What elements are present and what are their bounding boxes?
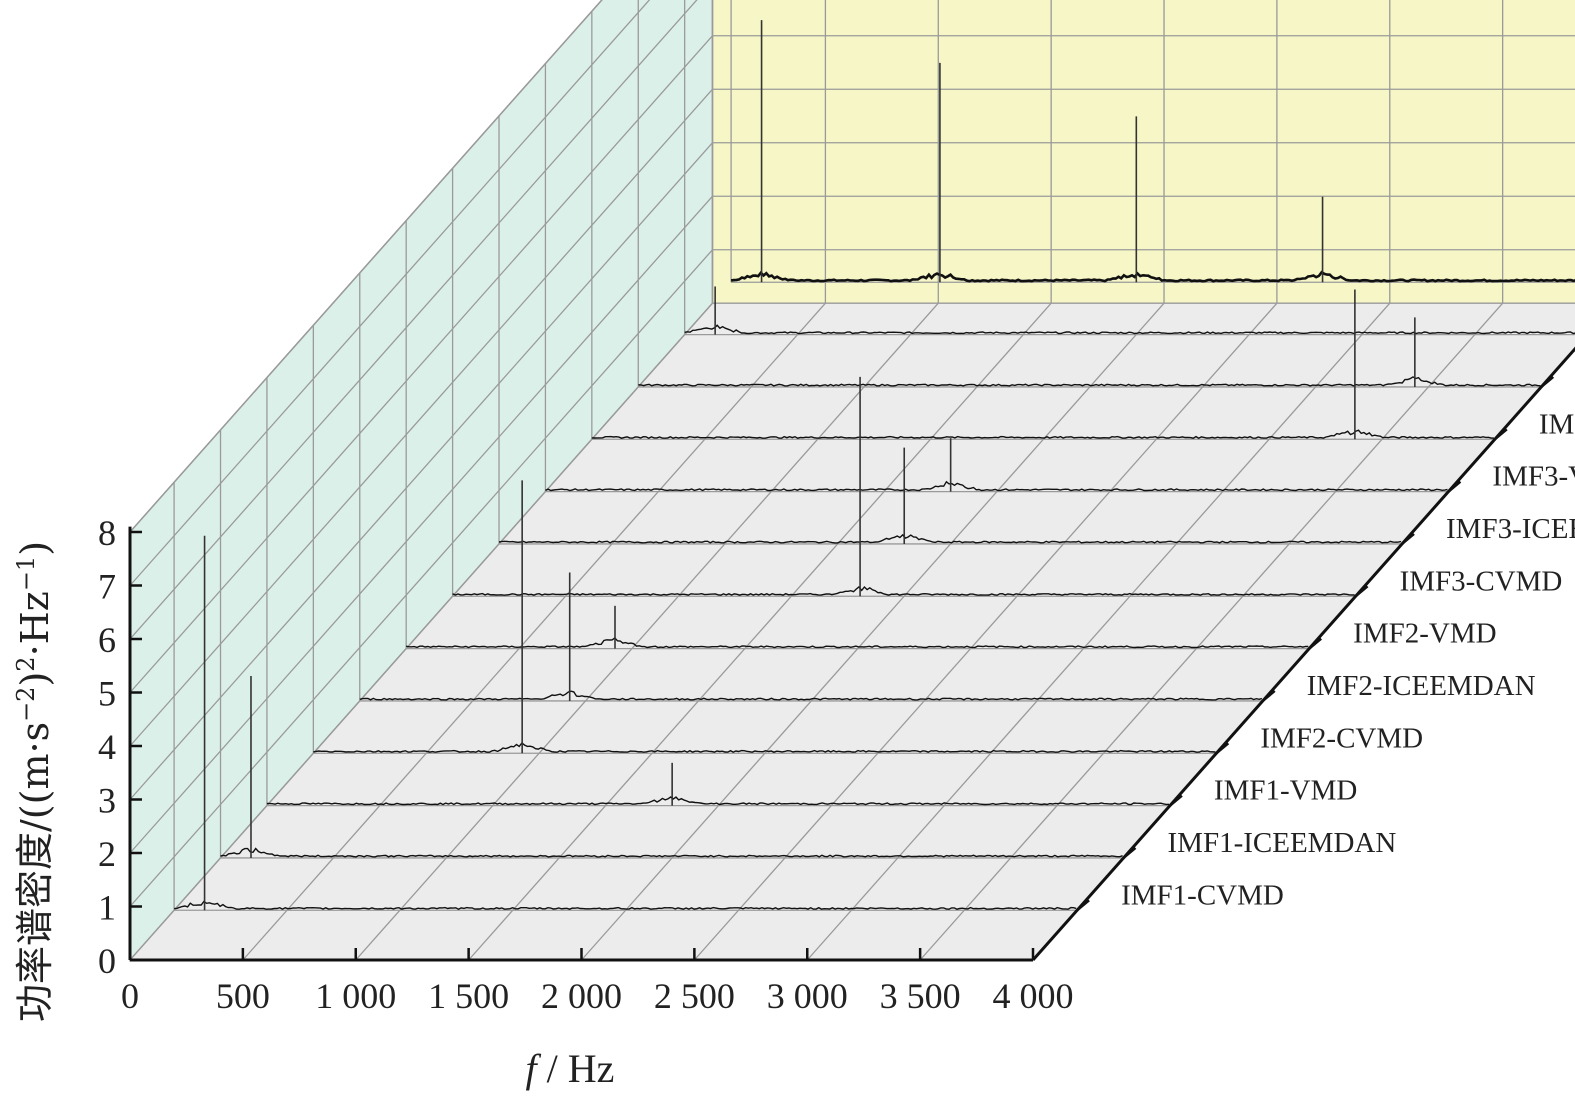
series-baseline: [174, 900, 1077, 910]
y-tick-label: 7: [98, 567, 116, 607]
grid-side-y-line: [129, 0, 603, 533]
series-trace: [498, 447, 1402, 544]
grid-floor-x-line: [806, 302, 1391, 961]
depth-tick-mark: [1401, 532, 1415, 545]
grid-floor-x-line: [581, 302, 1165, 961]
depth-tick-mark: [1215, 742, 1230, 755]
y-tick-labels: 0 1 2 3 4 5 6 7 8: [98, 513, 116, 981]
grid-side-y-line: [129, 88, 714, 747]
grid-floor-x-line: [468, 302, 1052, 961]
series-baseline: [730, 270, 1575, 283]
series-baseline: [684, 324, 1575, 335]
grid-floor-x-line: [355, 302, 939, 961]
depth-tick-mark: [1494, 428, 1508, 441]
grid-side-y-line: [129, 249, 714, 907]
depth-tick-mark: [1308, 637, 1322, 650]
x-tick-label: 1 500: [428, 976, 509, 1016]
depth-tick-mark: [1169, 794, 1183, 807]
grid-side-y-line: [129, 302, 714, 961]
grid-side-y-line: [129, 195, 714, 854]
series-label: IMF3-CVMD: [1400, 565, 1563, 597]
grid-floor-x-line: [693, 302, 1278, 961]
x-tick-label: 500: [216, 976, 270, 1016]
y-tick-label: 0: [98, 941, 116, 981]
grid-lines: [129, 0, 1575, 961]
series-traces: [174, 20, 1575, 911]
series-trace: [684, 286, 1575, 335]
y-tick-label: 6: [98, 620, 116, 660]
y-axis-title: 功率谱密度/((m·s−2)2·Hz−1): [12, 541, 57, 1022]
x-tick-label: 1 000: [315, 976, 396, 1016]
series-trace: [313, 480, 1216, 754]
x-tick-label: 4 000: [993, 976, 1074, 1016]
depth-tick-mark: [1261, 689, 1276, 702]
series-label: IMF2-CVMD: [1260, 722, 1423, 754]
axes: [128, 346, 1575, 962]
depth-axis-line: [1031, 346, 1575, 961]
y-tick-label: 3: [98, 781, 116, 821]
depth-tick-mark: [1076, 899, 1090, 912]
series-baseline: [591, 429, 1494, 439]
grid-floor-x-line: [242, 302, 826, 961]
series-trace: [406, 605, 1309, 649]
y-tick-label: 5: [98, 674, 116, 714]
series-trace: [359, 572, 1263, 701]
x-tick-label: 0: [121, 976, 139, 1016]
series-labels: IMF1-CVMD IMF1-ICEEMDAN IMF1-VMD IMF2-CVMD I…: [1121, 408, 1575, 911]
grid-side-y-line: [129, 142, 714, 800]
grid-side-y-line: [129, 35, 714, 693]
y-tick-label: 4: [98, 727, 116, 767]
series-label: IMF4-CVMD: [1539, 408, 1575, 440]
depth-tick-mark: [1354, 585, 1369, 598]
series-trace: [591, 289, 1494, 440]
y-tick-label: 8: [98, 513, 116, 553]
series-label: IMF1-CVMD: [1121, 879, 1284, 911]
series-trace: [730, 20, 1575, 283]
series-trace: [638, 317, 1541, 387]
x-tick-label: 2 000: [541, 976, 622, 1016]
depth-tick-mark: [1540, 375, 1555, 388]
y-tick-label: 2: [98, 834, 116, 874]
x-tick-label: 3 000: [767, 976, 848, 1016]
grid-side-y-line: [129, 0, 651, 586]
series-trace: [452, 376, 1355, 597]
y-tick-label: 1: [98, 888, 116, 928]
back-wall: [711, 0, 1575, 304]
x-tick-label: 2 500: [654, 976, 735, 1016]
series-baseline: [266, 796, 1170, 806]
series-trace: [174, 535, 1077, 911]
series-trace: [266, 762, 1170, 806]
series-label: IMF1-VMD: [1214, 775, 1357, 807]
series-trace: [220, 676, 1123, 858]
series-label: IMF2-VMD: [1353, 618, 1496, 650]
series-baseline: [313, 742, 1216, 753]
series-baseline: [220, 847, 1123, 858]
series-baseline: [452, 585, 1355, 596]
grid-floor-x-line: [919, 302, 1504, 961]
x-tick-labels: 0 500 1 000 1 500 2 000 2 500 3 000 3 500 4 000: [121, 976, 1074, 1016]
depth-tick-mark: [1122, 846, 1137, 859]
x-tick-label: 3 500: [880, 976, 961, 1016]
series-label: IMF3-VMD: [1492, 461, 1575, 493]
series-label: IMF1-ICEEMDAN: [1168, 827, 1397, 859]
series-baseline: [406, 636, 1309, 649]
series-baseline: [545, 480, 1448, 492]
depth-tick-mark: [1447, 480, 1462, 493]
floor-plane: [130, 303, 1575, 960]
series-baseline: [638, 376, 1541, 387]
series-baseline: [359, 690, 1263, 701]
grid-side-y-line: [129, 0, 698, 640]
series-baseline: [498, 533, 1402, 544]
x-axis-title: f / Hz: [526, 1046, 615, 1091]
series-label: IMF2-ICEEMDAN: [1307, 670, 1536, 702]
series-label: IMF3-ICEEMDAN: [1446, 513, 1575, 545]
series-trace: [545, 438, 1448, 492]
